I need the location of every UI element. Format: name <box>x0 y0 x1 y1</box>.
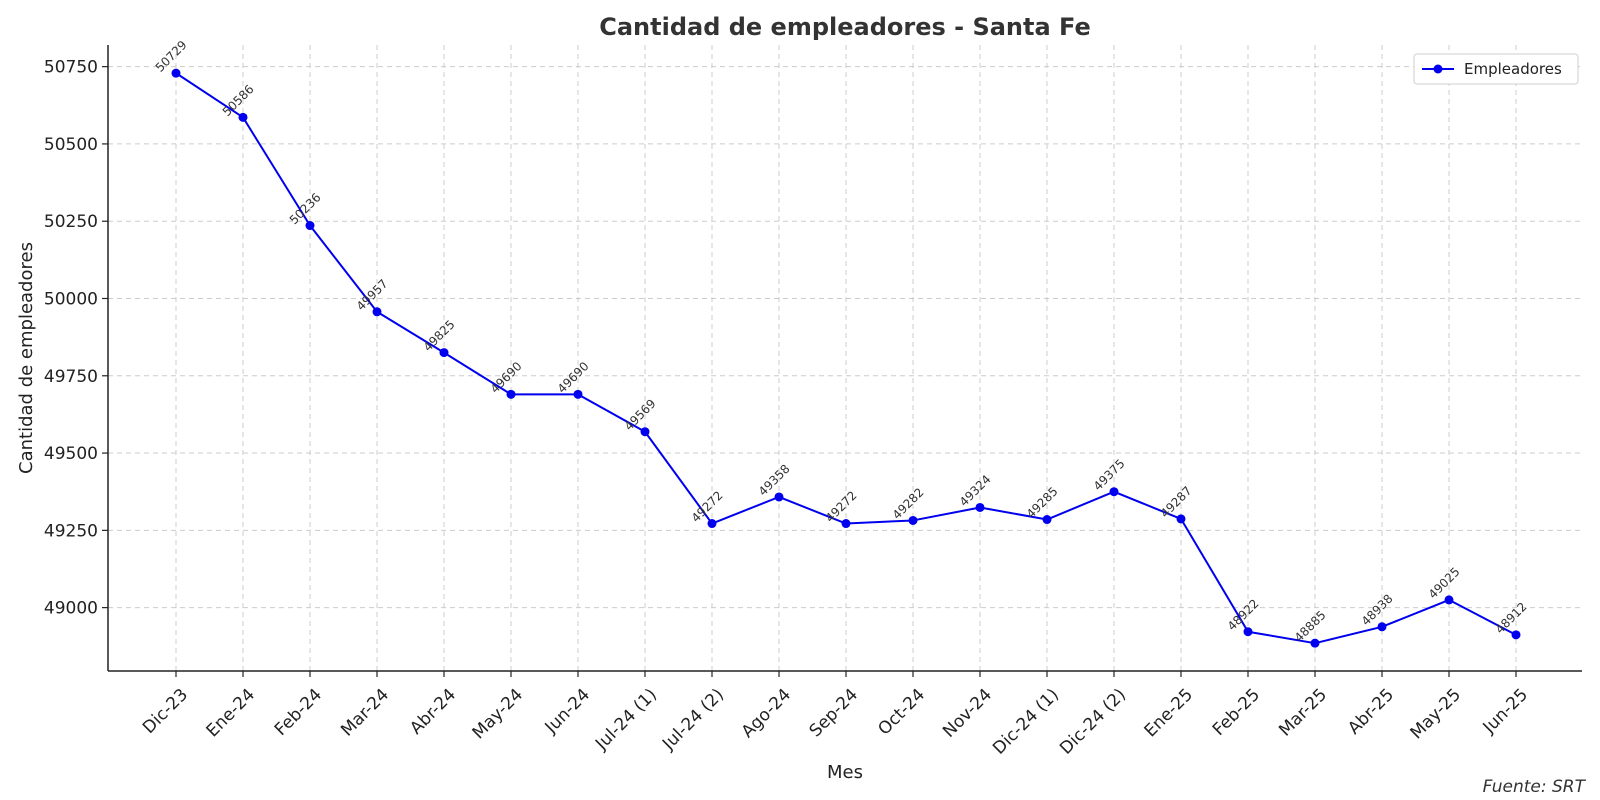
y-axis-label: Cantidad de empleadores <box>16 242 37 474</box>
data-label: 49282 <box>890 485 927 522</box>
x-tick-label: Mar-25 <box>1275 685 1331 741</box>
x-tick-label: Jun-25 <box>1479 685 1532 738</box>
legend-label: Empleadores <box>1464 60 1562 78</box>
data-label: 49690 <box>555 359 592 396</box>
data-label: 48912 <box>1493 600 1530 637</box>
x-tick-label: Feb-24 <box>271 685 326 740</box>
data-label: 49957 <box>354 277 391 314</box>
y-tick-label: 50250 <box>44 212 98 232</box>
source-note: Fuente: SRT <box>1483 777 1587 797</box>
axes <box>107 45 1582 672</box>
data-label: 49287 <box>1158 484 1195 521</box>
x-tick-label: Ene-24 <box>203 685 259 741</box>
series-line-empleadores <box>175 72 1517 645</box>
data-point <box>238 112 248 122</box>
data-point <box>1377 622 1387 632</box>
data-point <box>1310 638 1320 648</box>
data-point <box>707 519 717 529</box>
data-point <box>841 519 851 529</box>
legend: Empleadores <box>1413 53 1579 85</box>
series-layer <box>171 68 1521 648</box>
data-point <box>1042 515 1052 525</box>
data-label: 49375 <box>1091 456 1128 493</box>
x-tick-label: Ene-25 <box>1141 685 1197 741</box>
data-point <box>573 389 583 399</box>
data-label: 49272 <box>823 488 860 525</box>
y-tick-label: 50000 <box>44 289 98 309</box>
y-tick-label: 49750 <box>44 367 98 387</box>
data-point <box>640 427 650 437</box>
data-point <box>1444 595 1454 605</box>
data-point <box>975 502 985 512</box>
x-axis-ticks: Dic-23 Ene-24 Feb-24 Mar-24 Abr-24 May-24 Jun-… <box>139 671 1532 759</box>
data-point <box>1176 514 1186 524</box>
x-tick-label: Jul-24 (1) <box>591 685 661 755</box>
data-point <box>506 389 516 399</box>
data-point <box>439 348 449 358</box>
data-point <box>908 515 918 525</box>
y-tick-label: 50750 <box>44 58 98 78</box>
y-tick-label: 49500 <box>44 444 98 464</box>
x-tick-label: Dic-23 <box>139 685 192 738</box>
x-tick-label: Oct-24 <box>874 685 929 740</box>
data-point <box>774 492 784 502</box>
y-tick-label: 49250 <box>44 521 98 541</box>
y-tick-label: 49000 <box>44 599 98 619</box>
data-point <box>171 68 181 78</box>
y-axis-ticks: 49000 49250 49500 49750 50000 50250 50500 50750 <box>44 58 108 619</box>
x-tick-label: Nov-24 <box>939 685 996 742</box>
x-tick-label: Feb-25 <box>1209 685 1264 740</box>
x-tick-label: Sep-24 <box>806 685 862 741</box>
x-tick-label: Jun-24 <box>541 685 594 738</box>
chart-title: Cantidad de empleadores - Santa Fe <box>599 13 1091 41</box>
data-point <box>372 307 382 317</box>
x-tick-label: Abr-25 <box>1344 685 1398 739</box>
x-tick-label: May-24 <box>469 685 527 743</box>
x-tick-label: Dic-24 (2) <box>1056 685 1130 759</box>
legend-box <box>1413 53 1579 85</box>
data-point <box>1243 627 1253 637</box>
x-tick-label: Dic-24 (1) <box>989 685 1063 759</box>
data-point <box>305 221 315 231</box>
data-label: 49324 <box>957 472 994 509</box>
x-tick-label: Mar-24 <box>337 685 393 741</box>
data-point <box>1109 487 1119 497</box>
data-label: 49358 <box>756 462 793 499</box>
grid <box>108 45 1582 671</box>
x-tick-label: May-25 <box>1407 685 1465 743</box>
x-axis-label: Mes <box>827 762 863 783</box>
data-label: 49569 <box>622 396 659 433</box>
data-label: 50729 <box>153 38 190 75</box>
legend-marker <box>1433 64 1443 74</box>
x-tick-label: Jul-24 (2) <box>658 685 728 755</box>
x-tick-label: Abr-24 <box>406 685 460 739</box>
y-tick-label: 50500 <box>44 135 98 155</box>
x-tick-label: Ago-24 <box>738 685 795 742</box>
data-label: 49025 <box>1426 565 1463 602</box>
data-label: 48885 <box>1292 608 1329 645</box>
data-point <box>1511 630 1521 640</box>
